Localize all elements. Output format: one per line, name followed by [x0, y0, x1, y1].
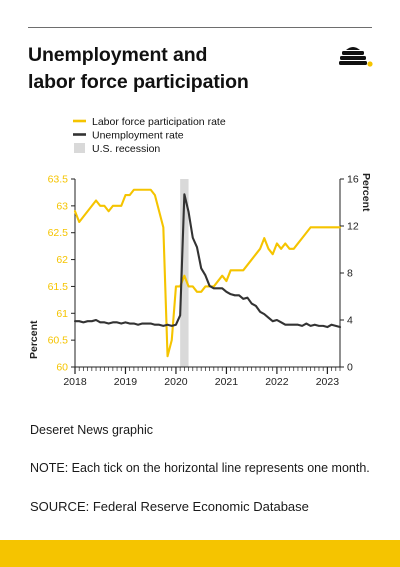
legend-label: U.S. recession	[92, 143, 160, 155]
x-tick-label: 2018	[63, 376, 87, 388]
y-axis-right-label: Percent	[360, 173, 372, 212]
y-right-tick-label: 0	[347, 362, 353, 374]
x-tick-label: 2023	[316, 376, 340, 388]
x-tick-label: 2019	[114, 376, 138, 388]
y-left-tick-label: 60.5	[48, 335, 69, 347]
page-title: Unemployment and labor force participati…	[28, 42, 328, 96]
y-left-tick-label: 63.5	[48, 174, 69, 186]
y-right-tick-label: 8	[347, 268, 353, 280]
recession-shade	[180, 179, 189, 367]
recession-layer	[180, 179, 189, 367]
y-left-tick-label: 60	[56, 362, 68, 374]
legend-swatch-recession	[74, 143, 85, 153]
line-chart: Labor force participation rateUnemployme…	[28, 116, 372, 389]
y-left-tick-label: 61.5	[48, 281, 69, 293]
axes-layer: 60 60.5 61 61.5 62 62.5 63 63.5 0 4 8 12 16 2018 2019 2…	[48, 174, 359, 389]
beehive-icon	[339, 47, 373, 67]
y-left-tick-label: 62	[56, 254, 68, 266]
y-axis-left-label: Percent	[28, 320, 40, 359]
legend-label: Unemployment rate	[92, 129, 184, 141]
title-line-1: Unemployment and	[28, 44, 208, 66]
top-rule	[28, 27, 372, 28]
bottom-accent-bar	[0, 540, 400, 567]
y-right-tick-label: 4	[347, 315, 353, 327]
chart-note: NOTE: Each tick on the horizontal line r…	[30, 461, 370, 475]
title-line-2: labor force participation	[28, 71, 249, 93]
y-left-tick-label: 61	[56, 308, 68, 320]
chart-legend: Labor force participation rateUnemployme…	[73, 116, 226, 155]
x-tick-label: 2021	[215, 376, 239, 388]
y-left-tick-label: 63	[56, 200, 68, 212]
x-tick-label: 2022	[265, 376, 289, 388]
y-right-tick-label: 12	[347, 221, 359, 233]
data-source: SOURCE: Federal Reserve Economic Databas…	[30, 499, 309, 514]
x-tick-label: 2020	[164, 376, 188, 388]
y-left-tick-label: 62.5	[48, 227, 69, 239]
series-line-unemployment	[73, 193, 342, 329]
series-layer	[73, 188, 342, 358]
series-line-lfpr	[73, 188, 342, 358]
graphic-credit: Deseret News graphic	[30, 423, 153, 437]
y-right-tick-label: 16	[347, 174, 359, 186]
legend-label: Labor force participation rate	[92, 116, 226, 128]
